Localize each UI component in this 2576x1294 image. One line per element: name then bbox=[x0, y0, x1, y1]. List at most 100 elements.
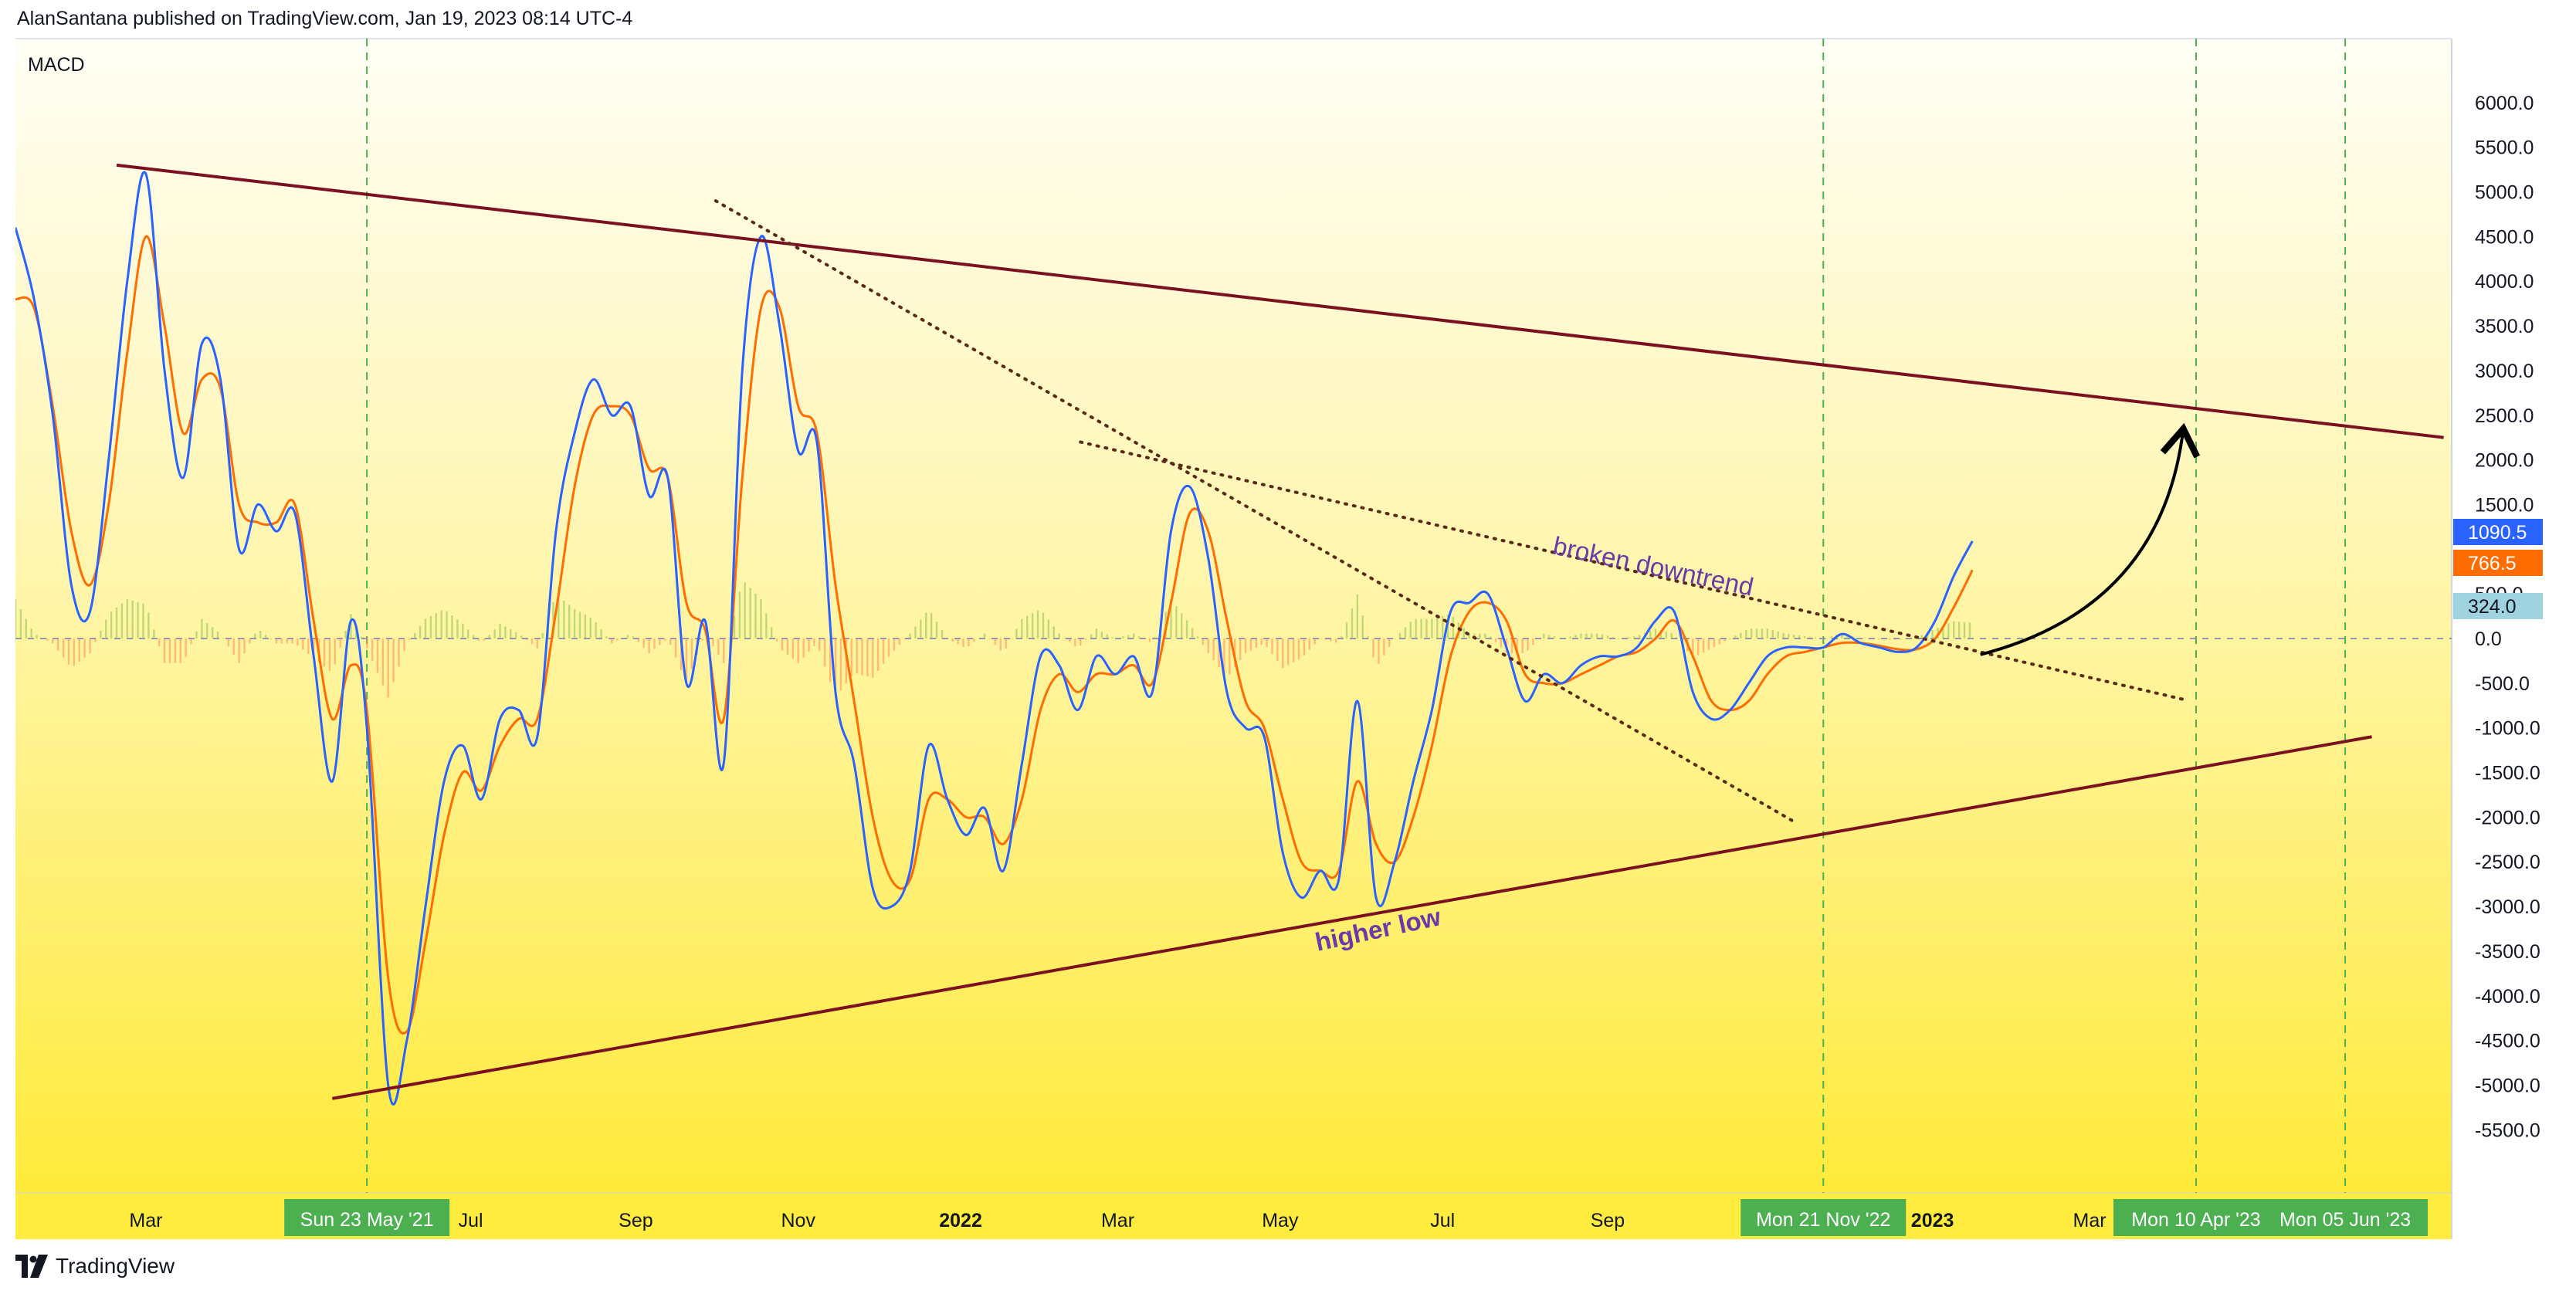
histogram-bar bbox=[376, 639, 379, 673]
histogram-bar bbox=[361, 636, 363, 639]
y-tick-label: -2000.0 bbox=[2475, 807, 2540, 828]
histogram-bar bbox=[1543, 633, 1545, 639]
histogram-bar bbox=[1308, 639, 1310, 650]
histogram-bar bbox=[1388, 639, 1391, 647]
tradingview-logo-icon bbox=[15, 1255, 48, 1278]
histogram-bar bbox=[819, 639, 821, 652]
histogram-bar bbox=[105, 619, 107, 639]
histogram-bar bbox=[179, 639, 181, 663]
trendline-steep-downtrend[interactable] bbox=[713, 199, 1796, 824]
histogram-bar bbox=[573, 608, 576, 639]
histogram-bar bbox=[530, 639, 534, 645]
histogram-bar bbox=[232, 639, 235, 655]
histogram-bar bbox=[424, 618, 427, 639]
histogram-bar bbox=[1420, 618, 1422, 639]
histogram-bar bbox=[1031, 613, 1034, 639]
y-tick-label: 5000.0 bbox=[2475, 182, 2534, 204]
histogram-bar bbox=[493, 629, 496, 639]
histogram-bar bbox=[1052, 626, 1055, 639]
histogram-bar bbox=[1175, 606, 1178, 639]
histogram-bar bbox=[669, 639, 672, 645]
histogram-bar bbox=[264, 635, 267, 639]
histogram-bar bbox=[659, 639, 661, 645]
histogram-bar bbox=[611, 639, 613, 644]
histogram-bar bbox=[126, 599, 129, 639]
histogram-bar bbox=[1324, 639, 1327, 640]
y-tick-label: 0.0 bbox=[2475, 628, 2502, 650]
breakout-arrow[interactable] bbox=[1980, 422, 2201, 656]
x-tick-label: 2023 bbox=[1911, 1210, 1954, 1231]
histogram-bar bbox=[813, 639, 815, 646]
histogram-bar bbox=[41, 638, 43, 639]
histogram-bar bbox=[1271, 639, 1273, 654]
histogram-bar bbox=[680, 639, 683, 670]
histogram-bar bbox=[435, 613, 437, 639]
histogram-bar bbox=[994, 639, 997, 645]
histogram-bar bbox=[861, 639, 863, 676]
histogram-bar bbox=[674, 639, 677, 658]
histogram-bar bbox=[520, 635, 523, 639]
histogram-bar bbox=[1479, 633, 1481, 639]
histogram-bar bbox=[115, 608, 118, 639]
histogram-bar bbox=[94, 639, 97, 642]
histogram-bar bbox=[584, 615, 587, 639]
histogram-bar bbox=[307, 639, 310, 654]
histogram-bar bbox=[541, 632, 544, 639]
histogram-bar bbox=[131, 600, 134, 639]
histogram-bar bbox=[1303, 639, 1306, 655]
histogram-bar bbox=[67, 639, 70, 665]
histogram-bar bbox=[738, 591, 741, 639]
histogram-bar bbox=[1415, 618, 1417, 639]
histogram-bar bbox=[168, 639, 171, 663]
histogram-bar bbox=[216, 631, 219, 639]
histogram-bar bbox=[1633, 636, 1635, 639]
histogram-bar bbox=[1601, 634, 1604, 639]
histogram-bar bbox=[1148, 639, 1151, 642]
histogram-bar bbox=[1846, 635, 1849, 639]
histogram-bar bbox=[1654, 628, 1657, 639]
histogram-bar bbox=[1713, 639, 1716, 647]
histogram-bar bbox=[834, 639, 837, 698]
histogram-bar bbox=[1484, 633, 1486, 639]
histogram-bar bbox=[381, 639, 385, 686]
value-badge-box bbox=[2453, 519, 2543, 545]
trendline-lower-support[interactable] bbox=[331, 735, 2372, 1100]
histogram-bar bbox=[1755, 628, 1758, 639]
histogram-bar bbox=[472, 635, 475, 639]
histogram-bar bbox=[589, 617, 591, 639]
histogram-bar bbox=[1036, 610, 1039, 639]
histogram-bar bbox=[1223, 639, 1225, 675]
histogram-bar bbox=[1276, 639, 1279, 662]
histogram-bar bbox=[829, 639, 832, 683]
histogram-bar bbox=[1521, 639, 1524, 654]
macd-line bbox=[15, 171, 1974, 1106]
histogram-bar bbox=[1894, 639, 1896, 640]
date-badge: Sun 23 May '21 bbox=[284, 1199, 450, 1236]
histogram-bar bbox=[771, 627, 773, 639]
histogram-bar bbox=[73, 639, 76, 666]
histogram-bar bbox=[19, 608, 22, 639]
histogram-bar bbox=[898, 639, 900, 645]
histogram-bar bbox=[1803, 635, 1806, 639]
histogram-bar bbox=[280, 639, 283, 644]
histogram-bar bbox=[893, 639, 896, 651]
value-badge-box bbox=[2453, 593, 2543, 619]
histogram-bar bbox=[1170, 599, 1172, 639]
histogram-bar bbox=[142, 603, 144, 639]
histogram-bar bbox=[1670, 632, 1673, 639]
histogram-bar bbox=[653, 639, 656, 649]
tradingview-brand[interactable]: TradingView bbox=[15, 1254, 175, 1279]
histogram-bar bbox=[89, 639, 91, 654]
histogram-bar bbox=[1090, 634, 1093, 639]
histogram-bar bbox=[398, 639, 400, 667]
histogram-bar bbox=[632, 636, 635, 639]
trendline-broken-downtrend[interactable] bbox=[1079, 440, 2185, 701]
histogram-bar bbox=[1191, 628, 1194, 639]
histogram-bar bbox=[1953, 621, 1955, 639]
histogram-bar bbox=[174, 639, 177, 663]
trendline-upper-resistance[interactable] bbox=[116, 163, 2444, 439]
x-tick-label: Sep bbox=[619, 1210, 652, 1231]
y-tick-label: -5500.0 bbox=[2475, 1120, 2540, 1141]
histogram-bar bbox=[1111, 637, 1113, 639]
